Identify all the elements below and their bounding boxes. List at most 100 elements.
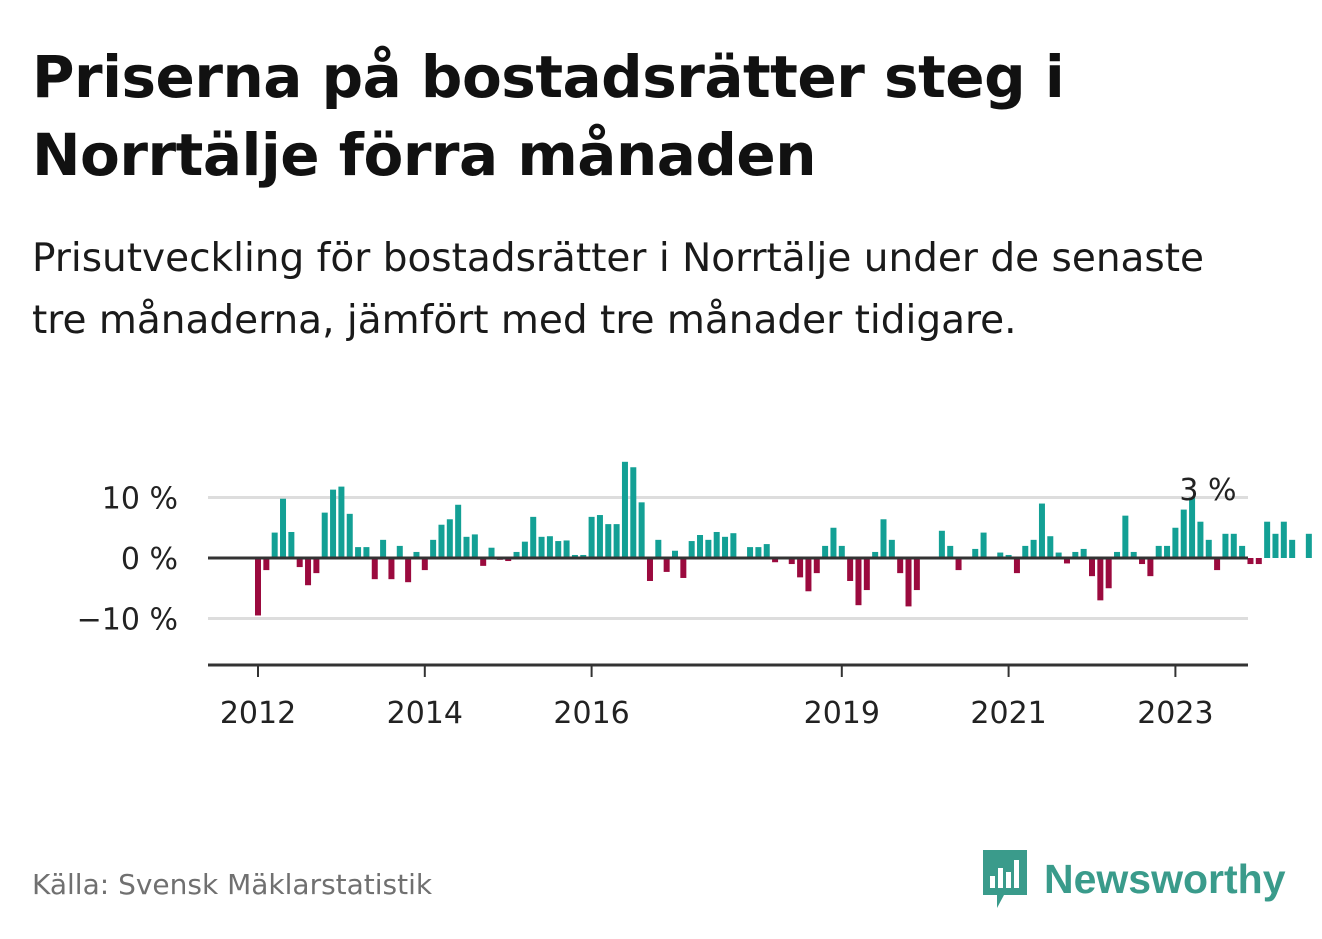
bar-positive — [338, 486, 345, 558]
bar-positive — [271, 532, 278, 558]
bar-positive — [947, 545, 954, 558]
bar-positive — [972, 548, 979, 558]
bar-positive — [571, 554, 578, 558]
bar-positive — [538, 536, 545, 558]
gridlines — [208, 496, 1248, 620]
bar-negative — [797, 558, 804, 578]
chart-subtitle: Prisutveckling för bostadsrätter i Norrt… — [32, 236, 1205, 343]
chart-title: Priserna på bostadsrätter steg i Norrtäl… — [32, 43, 1065, 189]
bar-positive — [1197, 521, 1204, 558]
axes: 10 % 0 % −10 % 2012 2014 2016 2019 2021 2023 — [77, 482, 1248, 731]
x-tick-label: 2023 — [1137, 696, 1213, 731]
bar-negative — [913, 558, 920, 591]
bar-negative — [1147, 558, 1154, 577]
bar-positive — [838, 545, 845, 558]
bar-positive — [1122, 515, 1129, 558]
bar-positive — [471, 534, 478, 558]
bar-negative — [805, 558, 812, 592]
bar-negative — [663, 558, 670, 572]
bar-positive — [730, 533, 737, 558]
bar-positive — [1264, 521, 1271, 558]
x-tick-label: 2021 — [970, 696, 1046, 731]
bar-positive — [1130, 551, 1137, 558]
bar-negative — [388, 558, 395, 580]
y-tick-label: 0 % — [121, 542, 178, 577]
bar-positive — [380, 539, 387, 558]
bar-positive — [1189, 497, 1196, 558]
latest-value-annotation: 3 % — [1179, 473, 1236, 508]
bar-negative — [1255, 558, 1262, 565]
bar-negative — [1013, 558, 1020, 574]
bar-positive — [488, 547, 495, 558]
bar-positive — [363, 547, 370, 558]
bar-positive — [880, 519, 887, 558]
bar-positive — [355, 547, 362, 558]
bar-positive — [888, 539, 895, 558]
bar-positive — [638, 502, 645, 558]
bar-positive — [1072, 551, 1079, 558]
bar-positive — [438, 524, 445, 558]
bar-positive — [546, 536, 553, 558]
bar-positive — [346, 513, 353, 558]
bar-positive — [713, 531, 720, 558]
bar-positive — [1055, 552, 1062, 558]
bar-positive — [588, 516, 595, 558]
bar-positive — [288, 531, 295, 558]
bar-positive — [1047, 536, 1054, 558]
bar-positive — [655, 539, 662, 558]
bar-positive — [1114, 551, 1121, 558]
bar-positive — [396, 545, 403, 558]
bar-negative — [1089, 558, 1095, 577]
bar-positive — [705, 539, 712, 558]
x-tick-label: 2012 — [220, 696, 296, 731]
bar-positive — [1022, 545, 1029, 558]
bar-positive — [530, 516, 537, 558]
bar-positive — [446, 519, 453, 558]
bar-negative — [863, 558, 870, 591]
bar-positive — [596, 515, 603, 558]
bar-positive — [763, 544, 770, 558]
bar-positive — [605, 524, 612, 558]
bar-positive — [1305, 533, 1312, 558]
bar-negative — [1097, 558, 1104, 601]
x-tick-label: 2014 — [387, 696, 463, 731]
bar-positive — [1239, 545, 1246, 558]
bar-positive — [555, 541, 562, 558]
bar-negative — [480, 558, 487, 566]
x-tick-label: 2016 — [553, 696, 629, 731]
bar-negative — [788, 558, 795, 565]
bar-positive — [1289, 539, 1296, 558]
bar-positive — [321, 512, 328, 558]
bar-negative — [813, 558, 820, 574]
bar-positive — [455, 504, 462, 558]
bar-negative — [263, 558, 270, 571]
bar-positive — [513, 551, 520, 558]
bar-positive — [672, 550, 678, 558]
bar-positive — [830, 527, 837, 558]
bar-positive — [822, 545, 829, 558]
bar-positive — [1005, 554, 1012, 558]
bar-positive — [621, 461, 628, 558]
bar-negative — [305, 558, 312, 586]
bar-negative — [847, 558, 854, 581]
bar-positive — [938, 530, 945, 558]
bar-positive — [1205, 539, 1212, 558]
bar-positive — [280, 498, 287, 558]
bar-negative — [1214, 558, 1221, 571]
bar-positive — [1038, 503, 1045, 558]
bar-positive — [1164, 545, 1171, 558]
bar-positive — [1230, 533, 1237, 558]
bar-positive — [722, 536, 729, 558]
bar-negative — [855, 558, 862, 606]
bar-positive — [430, 539, 437, 558]
bar-positive — [980, 532, 987, 558]
brand-logo: Newsworthy — [980, 848, 1286, 910]
bar-positive — [688, 541, 695, 558]
bar-positive — [1080, 548, 1087, 558]
bar-negative — [955, 558, 962, 571]
bar-positive — [747, 547, 754, 558]
bars — [255, 461, 1312, 616]
bar-negative — [897, 558, 904, 574]
bar-positive — [697, 535, 704, 558]
bar-positive — [463, 536, 470, 558]
